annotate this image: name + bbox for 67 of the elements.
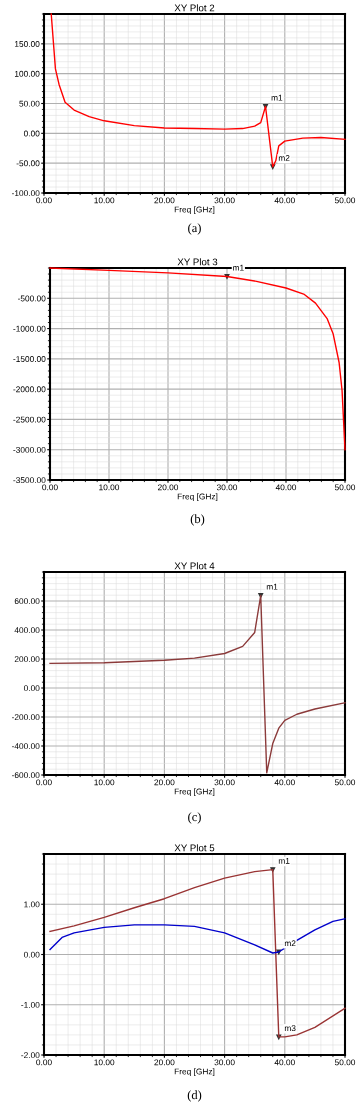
y-tick-label: 600.00 <box>14 598 40 605</box>
annotation: m3 <box>284 1025 296 1032</box>
x-tick-label: 20.00 <box>154 779 175 786</box>
x-tick-label: 40.00 <box>274 779 295 786</box>
x-tick-label: 50.00 <box>334 779 356 786</box>
y-tick-label: -1500.00 <box>13 356 46 362</box>
y-tick-label: -400.00 <box>11 743 40 750</box>
chart-title: XY Plot 4 <box>174 562 215 570</box>
annotation: m1 <box>278 857 290 864</box>
y-tick-label: -200.00 <box>11 714 40 721</box>
y-tick-label: 50.00 <box>19 100 40 107</box>
x-tick-label: 20.00 <box>157 484 179 491</box>
x-tick-label: 10.00 <box>94 1059 115 1066</box>
x-tick-label: 40.00 <box>274 1059 295 1066</box>
x-tick-label: 30.00 <box>214 779 235 786</box>
y-tick-label: -500.00 <box>17 295 46 302</box>
x-tick-label: 40.00 <box>274 197 295 204</box>
y-tick-label: 0.00 <box>23 951 40 958</box>
annotation: m1 <box>266 583 278 590</box>
x-tick-label: 0.00 <box>36 197 52 204</box>
x-tick-label: 0.00 <box>36 1059 52 1066</box>
x-axis-title: Freq [GHz] <box>177 493 218 502</box>
y-tick-label: 100.00 <box>14 70 40 77</box>
x-tick-label: 10.00 <box>94 197 115 204</box>
y-tick-label: 1.00 <box>24 901 40 908</box>
x-tick-label: 50.00 <box>334 197 356 204</box>
y-tick-label: -1.00 <box>21 1001 40 1008</box>
y-tick-label: 150.00 <box>14 41 40 47</box>
chart-title: XY Plot 2 <box>174 4 215 12</box>
y-tick-label: 200.00 <box>14 656 40 663</box>
annotation: m1 <box>271 94 283 101</box>
y-tick-label: 0.00 <box>23 130 40 137</box>
x-tick-label: 50.00 <box>334 1059 356 1066</box>
y-tick-label: -2500.00 <box>13 416 46 423</box>
y-tick-label: -50.00 <box>16 160 40 167</box>
y-tick-label: -100.00 <box>11 190 40 197</box>
chart-title: XY Plot 5 <box>174 844 215 852</box>
x-tick-label: 20.00 <box>154 1059 175 1066</box>
x-axis-title: Freq [GHz] <box>174 1068 215 1077</box>
x-tick-label: 0.00 <box>42 484 58 491</box>
x-axis-title: Freq [GHz] <box>174 206 215 215</box>
annotation: m2 <box>284 940 296 947</box>
x-tick-label: 30.00 <box>214 197 235 204</box>
y-tick-label: 0.00 <box>23 685 40 692</box>
text: (a) <box>188 223 201 235</box>
text: (b) <box>190 514 205 526</box>
x-axis-title: Freq [GHz] <box>174 788 215 797</box>
y-tick-label: 400.00 <box>14 627 40 634</box>
x-tick-label: 30.00 <box>216 484 238 491</box>
x-tick-label: 40.00 <box>275 484 297 491</box>
y-tick-label: -2.00 <box>21 1052 40 1059</box>
y-tick-label: -3000.00 <box>13 446 46 453</box>
chart-title: XY Plot 3 <box>177 258 218 266</box>
annotation: m2 <box>278 155 290 161</box>
x-tick-label: 30.00 <box>214 1059 235 1066</box>
text: (c) <box>188 812 201 824</box>
x-tick-label: 10.00 <box>94 779 115 786</box>
y-tick-label: -3500.00 <box>13 477 46 484</box>
y-tick-label: -2000.00 <box>13 386 46 393</box>
y-tick-label: -1000.00 <box>13 325 46 332</box>
x-tick-label: 20.00 <box>154 197 175 204</box>
annotation: m1 <box>233 264 244 271</box>
x-tick-label: 10.00 <box>99 484 120 491</box>
x-tick-label: 50.00 <box>334 484 356 491</box>
y-tick-label: -600.00 <box>11 772 40 779</box>
text: (d) <box>187 1090 202 1102</box>
x-tick-label: 0.00 <box>36 779 52 786</box>
